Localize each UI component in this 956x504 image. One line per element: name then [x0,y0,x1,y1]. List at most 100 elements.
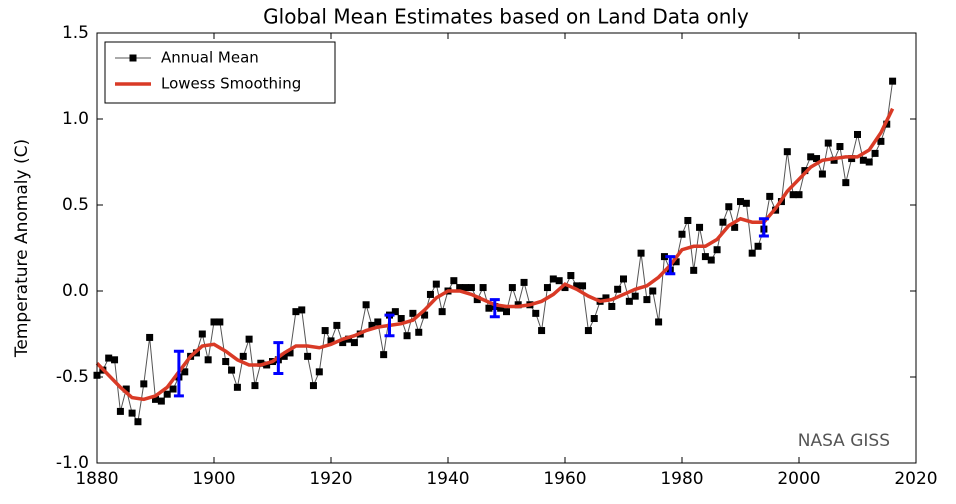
data-point [672,258,680,266]
data-point [497,304,505,312]
data-point [415,328,423,336]
data-point [479,284,487,292]
data-point [391,308,399,316]
error-bar [489,298,500,319]
annual-line [96,81,894,424]
y-tick-label: 1.0 [62,109,89,129]
data-point [122,385,130,393]
data-point [807,153,815,161]
data-point [245,335,253,343]
data-point [889,77,897,85]
data-point [146,333,154,341]
data-point [637,249,645,257]
plot-frame [96,32,917,464]
legend-box [104,41,336,104]
data-point [538,327,546,335]
y-axis-label: Temperature Anomaly (C) [12,139,32,358]
data-point [426,290,434,298]
error-bar [758,217,769,238]
data-point [789,191,797,199]
chart-title: Global Mean Estimates based on Land Data… [263,5,749,29]
legend-label: Lowess Smoothing [161,75,301,93]
data-point [655,318,663,326]
data-point [409,309,417,317]
data-point [678,230,686,238]
data-point [742,199,750,207]
data-point [579,282,587,290]
x-tick-label: 1880 [75,469,118,489]
data-point [865,158,873,166]
data-point [614,285,622,293]
data-point [152,395,159,403]
data-point [432,280,440,288]
data-point [169,385,177,393]
x-tick-label: 1940 [426,469,469,489]
data-point [327,337,335,345]
data-point [309,382,317,390]
x-tick-label: 1920 [309,469,352,489]
data-point [450,277,458,285]
data-point [456,284,464,292]
data-point [321,327,329,335]
data-point [620,275,627,283]
data-point [602,294,610,302]
data-point [350,339,358,347]
data-point [467,284,475,292]
data-point [503,308,510,316]
data-point [421,311,429,319]
data-point [128,409,136,417]
legend-label: Annual Mean [161,49,259,67]
data-point [140,380,148,388]
data-point [216,318,224,326]
data-point [315,368,323,376]
data-point [660,253,668,261]
data-point [725,203,733,211]
data-point [111,356,119,364]
data-point [555,277,563,285]
x-tick-label: 1960 [543,469,586,489]
data-point [754,242,762,250]
error-bar [665,255,676,276]
data-point [818,170,826,178]
data-point [286,349,294,357]
data-point [380,351,388,359]
data-point [204,356,212,364]
data-point [105,354,113,362]
data-point [233,383,241,391]
data-point [280,352,288,360]
data-point [748,249,756,257]
data-point [631,292,639,300]
data-point [163,390,171,398]
data-point [801,167,809,175]
annotation: NASA GISS [798,431,890,451]
data-point [485,304,493,312]
data-point [707,256,715,264]
x-tick-label: 2000 [777,469,820,489]
y-tick-label: -0.5 [56,367,89,387]
data-point [567,272,575,280]
data-point [731,223,739,231]
data-point [877,137,885,145]
data-point [854,130,861,138]
x-tick-label: 1980 [660,469,703,489]
y-tick-label: -1.0 [56,453,89,473]
data-point [871,149,879,157]
data-point [181,368,189,376]
data-point [590,315,598,323]
data-point [222,358,230,366]
data-point [298,306,306,314]
data-point [783,148,791,156]
smooth-line [95,107,895,402]
data-point [713,246,721,254]
y-tick-label: 0.5 [62,195,89,215]
data-point [824,139,832,147]
data-point [520,278,528,286]
data-point [836,143,844,151]
data-point [368,321,376,329]
y-tick-label: 1.5 [62,23,89,43]
data-point [473,296,481,304]
x-tick-label: 2020 [894,469,937,489]
data-point [438,308,446,316]
x-tick-label: 1900 [192,469,235,489]
